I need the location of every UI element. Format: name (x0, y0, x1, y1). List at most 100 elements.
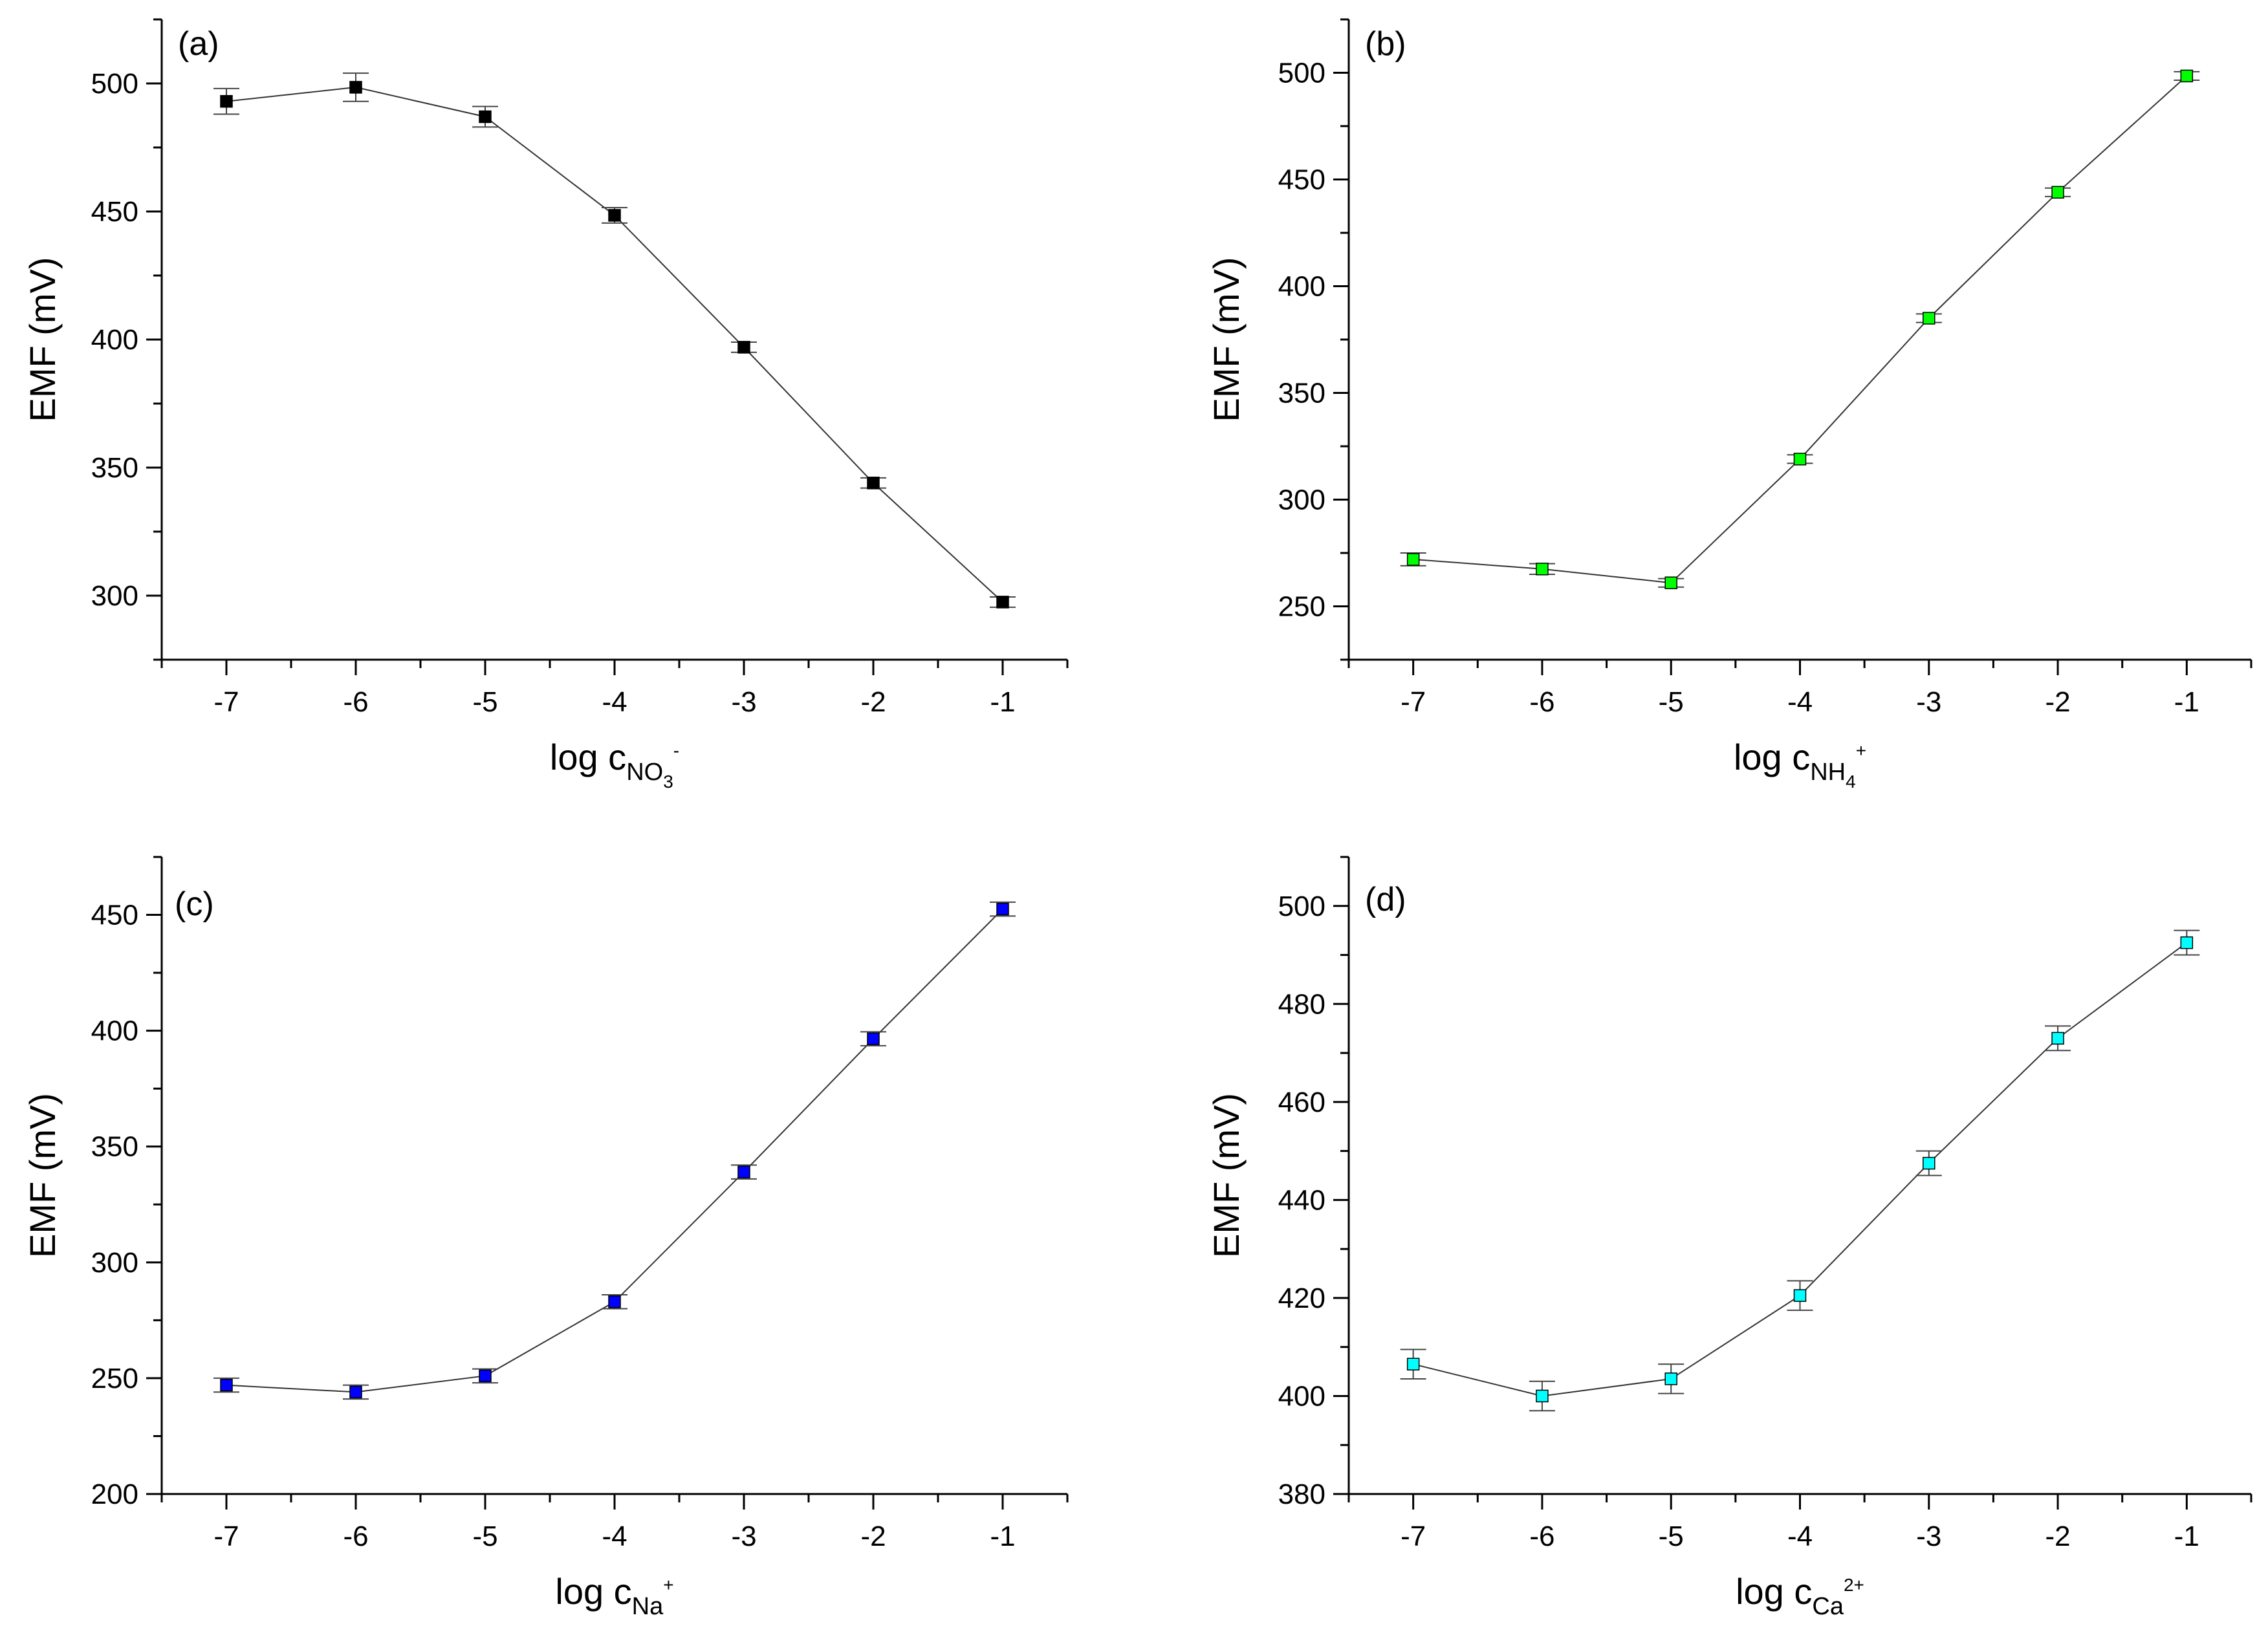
x-axis-title-sub: NH (1810, 759, 1846, 786)
x-tick-label: -2 (2045, 1521, 2071, 1552)
x-tick-label: -7 (1401, 1521, 1426, 1552)
x-tick-label: -4 (1787, 686, 1813, 718)
panel-label: (c) (175, 885, 214, 923)
x-tick-label: -5 (1659, 686, 1684, 718)
x-tick-label: -5 (472, 1521, 497, 1552)
x-tick-label: -1 (2174, 686, 2199, 718)
x-axis-title: log cNa+ (555, 1571, 673, 1620)
data-point (2051, 1032, 2064, 1045)
y-tick-label: 300 (91, 1247, 138, 1279)
x-axis-title-sup: 2+ (1844, 1575, 1864, 1595)
data-point (220, 1378, 233, 1392)
x-axis-title-sub: Na (632, 1593, 664, 1620)
y-axis-title: EMF (mV) (1206, 257, 1247, 422)
data-point (220, 94, 233, 108)
data-point (737, 1165, 750, 1178)
x-axis-title-sup: + (1856, 741, 1866, 761)
series-line (226, 86, 1003, 603)
x-tick-label: -6 (1529, 686, 1554, 718)
y-tick-label: 350 (91, 1131, 138, 1163)
x-axis-title-sup: + (663, 1575, 673, 1595)
x-tick-label: -2 (860, 1521, 886, 1552)
panel-label: (a) (178, 25, 219, 63)
y-tick-label: 500 (91, 68, 138, 100)
data-point (608, 209, 621, 222)
data-point (1923, 312, 1935, 325)
y-axis-title: EMF (mV) (22, 257, 63, 422)
series-line (226, 908, 1003, 1393)
data-point (1793, 453, 1807, 466)
y-tick-label: 480 (1278, 988, 1325, 1020)
x-tick-label: -3 (1916, 686, 1941, 718)
data-point (867, 1032, 880, 1045)
y-tick-label: 450 (91, 196, 138, 228)
y-tick-label: 400 (91, 1015, 138, 1047)
x-tick-label: -6 (343, 686, 368, 718)
x-tick-label: -5 (472, 686, 497, 718)
x-tick-label: -3 (731, 686, 756, 718)
x-axis-title-sub: Ca (1812, 1593, 1844, 1620)
data-point (2051, 186, 2064, 199)
y-axis-title: EMF (mV) (1206, 1093, 1247, 1258)
data-point (2180, 69, 2194, 83)
x-tick-label: -5 (1659, 1521, 1684, 1552)
x-axis-title-sub: NO (626, 759, 663, 786)
y-tick-label: 400 (91, 324, 138, 356)
x-tick-label: -7 (1401, 686, 1426, 718)
y-tick-label: 420 (1278, 1283, 1325, 1314)
x-axis-title-main: log c (1736, 1571, 1812, 1612)
x-tick-label: -1 (990, 1521, 1015, 1552)
data-point (1793, 1289, 1807, 1302)
data-point (1664, 1372, 1677, 1385)
panel-d: -7 -6 -5 -4 -3 -2 -1 380 400 420 440 460 480 500 (d) EM… (1206, 856, 2252, 1620)
y-tick-label: 500 (1278, 891, 1325, 922)
y-tick-label: 250 (91, 1363, 138, 1394)
data-point (1536, 563, 1549, 576)
y-tick-label: 200 (91, 1478, 138, 1510)
data-point (867, 477, 880, 490)
x-tick-label: -7 (213, 686, 239, 718)
x-tick-label: -4 (602, 1521, 627, 1552)
data-point (737, 341, 750, 354)
x-tick-label: -7 (213, 1521, 239, 1552)
data-point (996, 902, 1009, 916)
data-point (996, 596, 1009, 609)
y-tick-label: 250 (1278, 591, 1325, 623)
data-point (1406, 1358, 1420, 1370)
data-point (479, 1369, 492, 1383)
panel-b: -7 -6 -5 -4 -3 -2 -1 250 300 350 400 450 500 (b) EMF (… (1206, 18, 2252, 792)
y-tick-label: 460 (1278, 1087, 1325, 1118)
x-axis-title-main: log c (550, 737, 626, 777)
panel-a: -7 -6 -5 -4 -3 -2 -1 300 350 400 450 500 (a) EMF (mV)… (22, 18, 1069, 792)
y-tick-label: 400 (1278, 1380, 1325, 1412)
x-tick-label: -4 (1787, 1521, 1813, 1552)
panel-label: (d) (1365, 881, 1406, 918)
y-tick-label: 400 (1278, 271, 1325, 303)
data-point (608, 1295, 621, 1308)
y-tick-label: 350 (91, 452, 138, 484)
data-point (349, 1385, 362, 1399)
x-axis-title: log cNO3- (550, 737, 679, 792)
x-tick-label: -1 (990, 686, 1015, 718)
y-tick-label: 300 (91, 580, 138, 612)
panel-label: (b) (1365, 25, 1406, 63)
data-point (349, 81, 362, 94)
x-tick-label: -6 (1529, 1521, 1554, 1552)
x-axis-title: log cNH4+ (1734, 737, 1866, 792)
x-tick-label: -3 (1916, 1521, 1941, 1552)
x-axis-title-main: log c (555, 1571, 631, 1612)
x-tick-label: -6 (343, 1521, 368, 1552)
x-tick-label: -3 (731, 1521, 756, 1552)
data-point (1923, 1156, 1935, 1170)
x-axis-title: log cCa2+ (1736, 1571, 1864, 1620)
panel-c: -7 -6 -5 -4 -3 -2 -1 200 250 300 350 400 450 (c) EMF (… (22, 856, 1069, 1620)
x-axis-title-subsub: 3 (663, 772, 673, 792)
series-line (1413, 942, 2187, 1397)
y-tick-label: 500 (1278, 58, 1325, 89)
x-tick-label: -2 (860, 686, 886, 718)
y-tick-label: 440 (1278, 1184, 1325, 1216)
data-point (1536, 1389, 1549, 1403)
x-tick-label: -4 (602, 686, 627, 718)
y-axis-title: EMF (mV) (22, 1093, 63, 1258)
